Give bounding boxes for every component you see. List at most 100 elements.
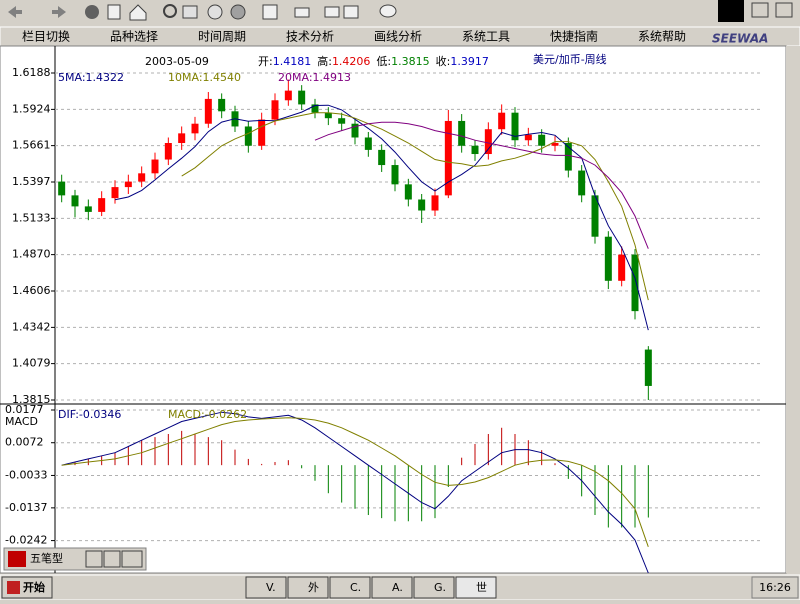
ime-punct[interactable] [103, 550, 121, 568]
info-value: 1.4181 [273, 55, 312, 68]
candle-body [124, 181, 132, 188]
candle-body [644, 349, 652, 386]
tray-icons [508, 579, 748, 597]
info-label: 收: [436, 54, 451, 68]
search-button[interactable] [163, 4, 177, 18]
candle-body [404, 184, 412, 200]
candle-body [164, 143, 172, 160]
legend-entry: 5MA:1.4322 [58, 71, 124, 84]
y-tick-label: 1.5924 [12, 102, 51, 115]
globe-button[interactable] [230, 4, 246, 20]
candle-body [138, 173, 146, 182]
candle-body [111, 187, 119, 199]
ime-bar: 五笔型 [3, 547, 147, 571]
ime-label[interactable]: 五笔型 [30, 551, 63, 565]
start-icon [7, 581, 20, 594]
task-button[interactable] [329, 576, 371, 599]
y-tick-label: 1.5133 [12, 211, 51, 224]
task-button[interactable] [245, 576, 287, 599]
chat-button[interactable] [379, 4, 397, 18]
menu-item[interactable]: 技术分析 [286, 30, 334, 44]
minimize-button[interactable] [751, 2, 769, 18]
task-label[interactable]: G. [434, 581, 446, 594]
taskbar: 开始 16:26 V. 外 C. A. G. 世 [0, 574, 800, 601]
task-label[interactable]: C. [350, 581, 361, 594]
indicator-line [61, 411, 649, 574]
legend-entry: 20MA:1.4913 [278, 71, 351, 84]
candle-body [618, 254, 626, 281]
mail-button[interactable] [324, 6, 340, 18]
back-button[interactable] [8, 6, 22, 18]
windows-logo [718, 0, 744, 22]
y-tick-label: -0.0033 [5, 468, 47, 481]
candle-body [551, 143, 559, 146]
indicator-line [61, 417, 649, 547]
candle-body [218, 98, 226, 112]
ime-keyboard[interactable] [121, 550, 143, 568]
y-tick-label: 1.5397 [12, 175, 51, 188]
start-label[interactable]: 开始 [23, 580, 45, 594]
candle-body [471, 145, 479, 155]
task-button[interactable] [455, 576, 497, 599]
menu-item[interactable]: 画线分析 [374, 30, 422, 44]
menu-item[interactable]: 时间周期 [198, 30, 246, 44]
candle-body [178, 133, 186, 144]
note-button[interactable] [343, 5, 359, 19]
task-label[interactable]: 外 [308, 581, 319, 594]
candle-body [271, 100, 279, 120]
legend-entry: DIF:-0.0346 [58, 408, 121, 421]
candle-body [324, 112, 332, 119]
candle-body [151, 159, 159, 174]
menu-item[interactable]: 系统工具 [462, 30, 510, 44]
candle-body [578, 170, 586, 196]
edit-button[interactable] [262, 4, 278, 20]
y-tick-label: 1.3815 [12, 393, 51, 406]
macd-panel: 0.0177 0.0072 -0.0033 -0.0137 -0.0242 DIF:-0.… [5, 403, 760, 574]
logo: SEEWAA [712, 32, 768, 46]
close-button[interactable] [775, 2, 793, 18]
task-button[interactable] [371, 576, 413, 599]
history-button[interactable] [207, 4, 223, 20]
info-value: 1.4206 [332, 55, 371, 68]
ime-moon[interactable] [85, 550, 103, 568]
folder-button[interactable] [182, 5, 198, 19]
price-panel: 1.6188 1.5924 1.5661 1.5397 1.5133 1.4870 1.46… [12, 52, 760, 406]
menu-item[interactable]: 品种选择 [110, 30, 158, 44]
task-label[interactable]: A. [392, 581, 403, 594]
candle-body [604, 236, 612, 281]
scroll-strip [786, 46, 800, 573]
menu-item[interactable]: 栏目切换 [22, 29, 70, 44]
task-label[interactable]: V. [266, 581, 276, 594]
candle-body [311, 104, 319, 113]
ime-icon[interactable] [8, 551, 26, 567]
forward-button[interactable] [52, 6, 66, 18]
candle-body [524, 134, 532, 141]
print-button[interactable] [294, 7, 310, 18]
indicator-line [314, 121, 649, 249]
y-tick-label: 1.4342 [12, 320, 51, 333]
y-tick-label: -0.0137 [5, 501, 47, 514]
candle-body [191, 123, 199, 134]
indicator-line [114, 104, 649, 331]
candle-body [258, 119, 266, 146]
stop-button[interactable] [85, 5, 99, 19]
y-tick-label: 1.4870 [12, 248, 51, 261]
candle-body [511, 112, 519, 141]
task-label[interactable]: 世 [476, 581, 487, 594]
legend-entry: 10MA:1.4540 [168, 71, 241, 84]
clock-box [751, 576, 799, 599]
task-button[interactable] [287, 576, 329, 599]
task-button[interactable] [413, 576, 455, 599]
menu-item[interactable]: 快捷指南 [550, 29, 598, 44]
candle-body [351, 123, 359, 138]
home-button[interactable] [129, 4, 147, 21]
candle-body [204, 98, 212, 124]
menu-item[interactable]: 系统帮助 [638, 30, 686, 44]
candle-body [418, 199, 426, 211]
candle-body [458, 120, 466, 146]
refresh-button[interactable] [107, 4, 121, 20]
candle-body [564, 143, 572, 171]
candle-body [364, 137, 372, 150]
